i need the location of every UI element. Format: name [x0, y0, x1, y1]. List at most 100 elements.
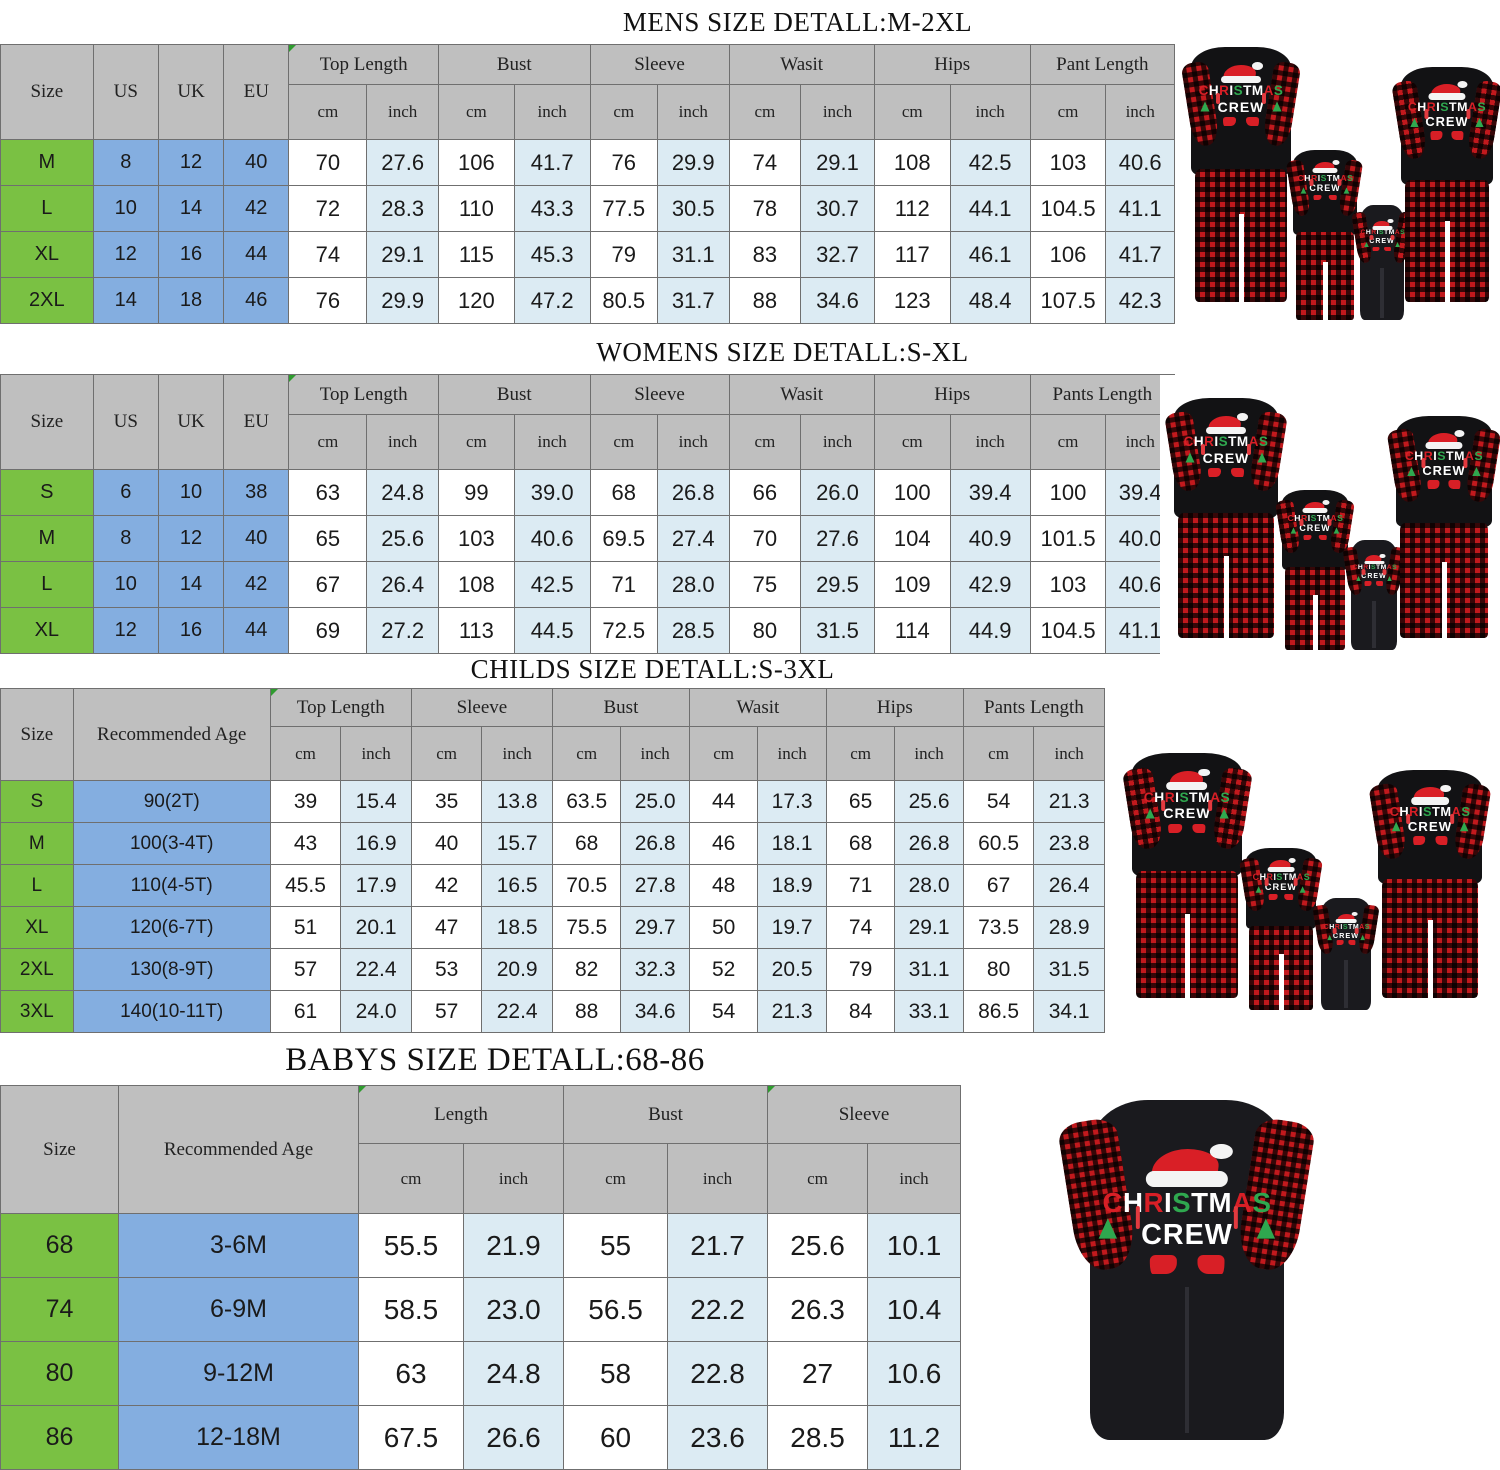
cell-value: 24.8	[366, 469, 439, 516]
group-header-hips-4: Hips	[825, 688, 964, 727]
cell-value: 47.2	[513, 277, 591, 324]
cell-value: 63.5	[551, 780, 622, 823]
cell-uk: 12	[157, 139, 225, 186]
cell-value: 67	[288, 561, 368, 608]
table-row: 2XL 14 18 46 76 29.9 120 47.2 80.5 31.7 88 34.6 123 4…	[0, 277, 1175, 324]
candy-cane-icon	[1420, 458, 1425, 469]
corner-marker-icon	[359, 1086, 366, 1093]
candy-cane-icon	[1299, 519, 1303, 527]
elf-boots-icon	[1183, 467, 1269, 477]
cell-value: 26.6	[462, 1405, 565, 1470]
unit-header-cm: cm	[437, 84, 515, 140]
christmas-tree-icon	[1145, 808, 1155, 819]
graphic-line-crew: CREW	[1202, 449, 1250, 466]
unit-header-inch: inch	[949, 414, 1031, 470]
cell-value: 104.5	[1029, 607, 1107, 654]
cell-value: 22.8	[667, 1341, 769, 1406]
unit-header-cm: cm	[728, 414, 802, 470]
table-row: 2XL 130(8-9T) 57 22.4 53 20.9 82 32.3 52 20.5 79 31…	[0, 948, 1105, 991]
christmas-tree-icon	[1343, 186, 1350, 194]
cell-value: 42.3	[1105, 277, 1175, 324]
unit-header-inch: inch	[894, 726, 964, 781]
cell-size: L	[0, 864, 74, 907]
candy-cane-icon	[1423, 109, 1428, 120]
cell-value: 69.5	[589, 515, 658, 562]
cell-recommended-age: 9-12M	[118, 1341, 359, 1406]
pajama-figure-1: CHRISTMAS CREW	[1121, 753, 1253, 999]
cell-value: 44.5	[513, 607, 591, 654]
santa-hat-icon	[1267, 857, 1296, 873]
graphic-line-crew: CREW	[1264, 881, 1298, 892]
graphic-line-christmas: CHRISTMAS	[1183, 434, 1269, 450]
cell-eu: 44	[223, 607, 290, 654]
cell-value: 88	[728, 277, 802, 324]
cell-value: 55.5	[358, 1213, 464, 1278]
unit-header-cm: cm	[825, 726, 896, 781]
group-header-wasit-3: Wasit	[728, 374, 875, 415]
cell-value: 22.4	[481, 990, 553, 1033]
cell-value: 13.8	[481, 780, 553, 823]
photo-childs-family: CHRISTMAS CREW CHRISTMAS CREW CHRISTMAS CREW C…	[1120, 735, 1495, 1020]
cell-value: 31.5	[800, 607, 875, 654]
romper-body	[1360, 205, 1404, 320]
christmas-crew-graphic: CHRISTMAS CREW	[1297, 159, 1353, 201]
cell-us: 6	[92, 469, 159, 516]
cell-recommended-age: 90(2T)	[72, 780, 271, 823]
christmas-tree-icon	[1098, 1218, 1118, 1239]
cell-uk: 14	[157, 185, 225, 232]
cell-value: 117	[873, 231, 951, 278]
unit-header-inch: inch	[800, 414, 875, 470]
unit-header-inch: inch	[366, 84, 439, 140]
plaid-pants	[1195, 169, 1287, 302]
cell-value: 34.1	[1033, 990, 1105, 1033]
elf-boots-icon	[1389, 836, 1471, 845]
santa-hat-icon	[1364, 553, 1386, 565]
cell-value: 28.0	[894, 864, 964, 907]
elf-boots-icon	[1099, 1255, 1275, 1274]
cell-size: 2XL	[0, 948, 74, 991]
unit-header-inch: inch	[620, 726, 690, 781]
cell-value: 11.2	[867, 1405, 962, 1470]
group-header-sleeve-1: Sleeve	[410, 688, 553, 727]
cell-eu: 40	[223, 515, 290, 562]
cell-recommended-age: 120(6-7T)	[72, 906, 271, 949]
group-header-top-length-0: Top Length	[288, 374, 439, 415]
group-header-wasit-3: Wasit	[728, 44, 875, 85]
group-header-sleeve-2: Sleeve	[589, 44, 730, 85]
col-header-size: Size	[0, 374, 94, 470]
cell-value: 44.9	[949, 607, 1031, 654]
cell-value: 24.8	[462, 1341, 565, 1406]
cell-value: 27	[767, 1341, 869, 1406]
cell-value: 57	[269, 948, 342, 991]
mens-title: MENS SIZE DETALL:M-2XL	[622, 7, 973, 37]
cell-value: 79	[589, 231, 658, 278]
table-row: 74 6-9M 58.5 23.0 56.5 22.2 26.3 10.4	[0, 1277, 962, 1342]
unit-header-inch: inch	[656, 414, 730, 470]
cell-value: 22.2	[667, 1277, 769, 1342]
cell-value: 123	[873, 277, 951, 324]
group-header-sleeve-2: Sleeve	[589, 374, 730, 415]
pajama-figure-1: CHRISTMAS CREW	[1163, 398, 1289, 638]
col-header-eu: EU	[223, 374, 290, 470]
cell-us: 12	[92, 607, 159, 654]
pajama-figure-4: CHRISTMAS CREW	[1368, 770, 1492, 998]
cell-value: 23.6	[667, 1405, 769, 1470]
candy-cane-icon	[1293, 878, 1298, 886]
cell-value: 26.8	[894, 822, 964, 865]
graphic-line-christmas: CHRISTMAS	[1407, 100, 1487, 115]
candy-cane-icon	[1355, 928, 1359, 934]
cell-value: 28.9	[1033, 906, 1105, 949]
cell-value: 10.4	[867, 1277, 962, 1342]
christmas-crew-graphic: CHRISTMAS CREW	[1143, 767, 1231, 834]
table-row: XL 12 16 44 74 29.1 115 45.3 79 31.1 83 32.7 117 46.1…	[0, 231, 1175, 278]
babys-size-table: Size Recommended Age Length Bust Sleeve cm inc…	[0, 1085, 962, 1470]
cell-value: 106	[1029, 231, 1107, 278]
christmas-tree-icon	[1395, 241, 1400, 247]
cell-size: XL	[0, 607, 94, 654]
unit-header-cm: cm	[410, 726, 483, 781]
cell-value: 108	[437, 561, 515, 608]
cell-eu: 42	[223, 185, 290, 232]
cell-uk: 16	[157, 231, 225, 278]
cell-value: 46.1	[949, 231, 1031, 278]
